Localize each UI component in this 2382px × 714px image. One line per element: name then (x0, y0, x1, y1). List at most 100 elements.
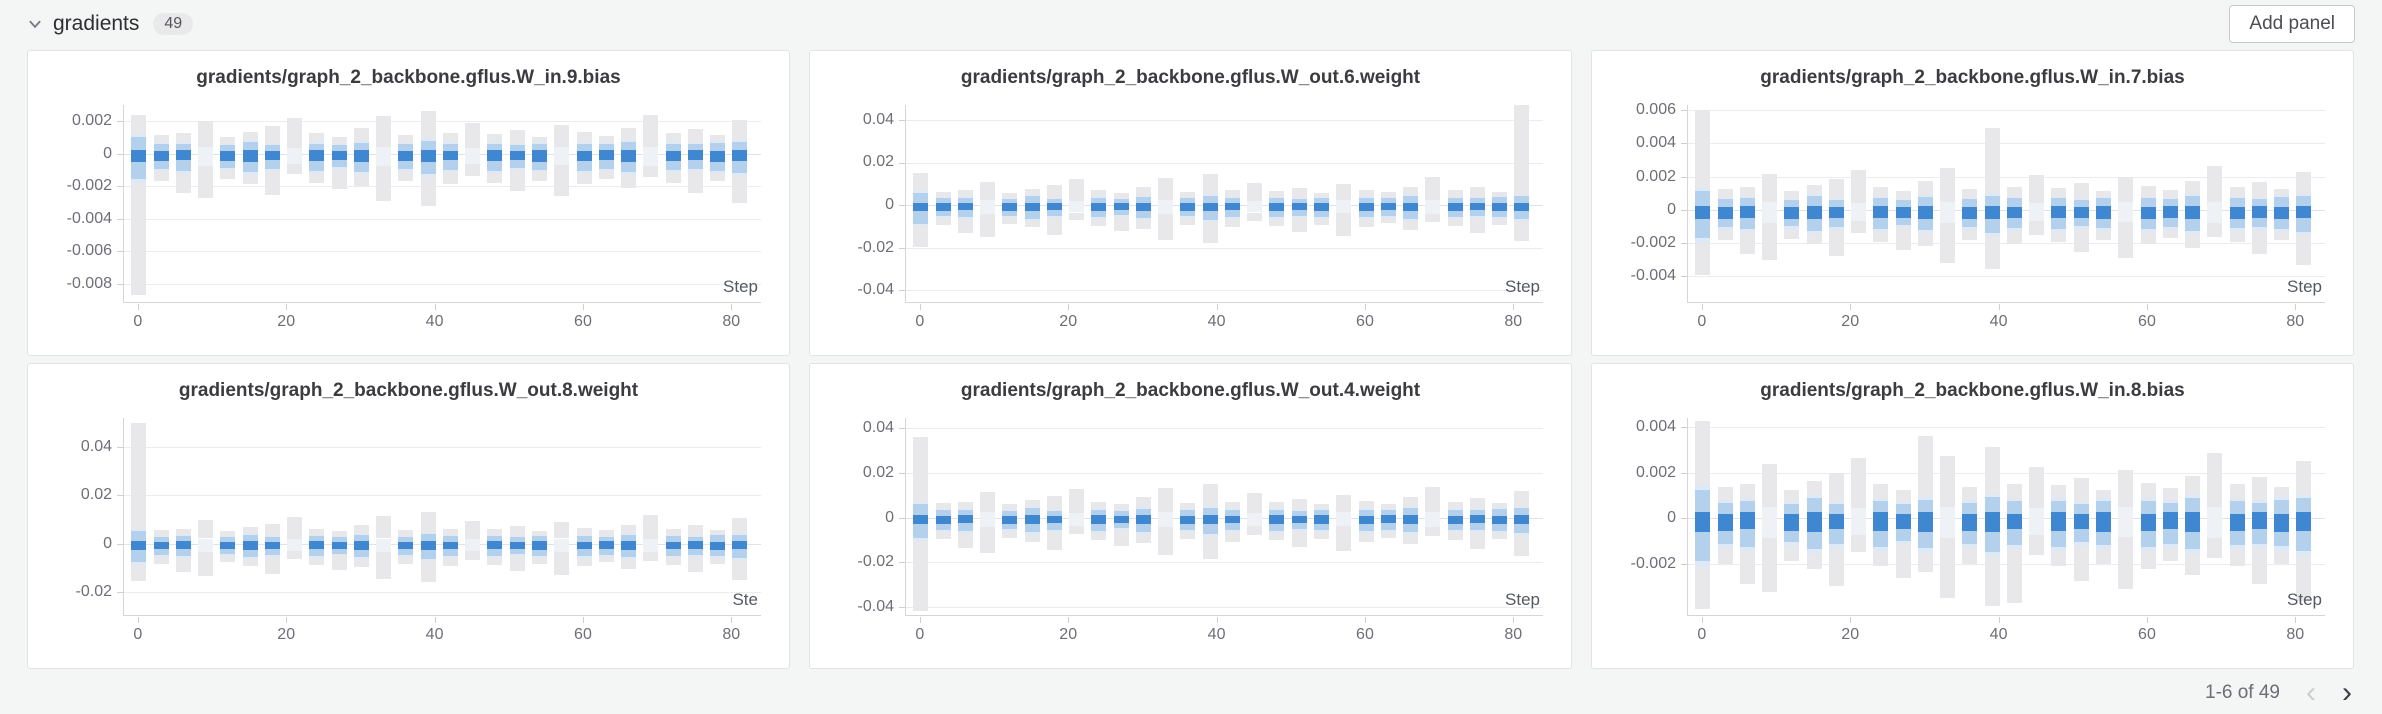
histogram-column-segment (2073, 183, 2089, 199)
plot-area[interactable]: Step (1687, 418, 2325, 616)
y-tick-label: 0.006 (1635, 100, 1676, 118)
histogram-column-segment (398, 171, 414, 181)
add-panel-button[interactable]: Add panel (2229, 5, 2355, 43)
chart-panel[interactable]: gradients/graph_2_backbone.gflus.W_out.4… (809, 363, 1572, 669)
y-tick-mark (117, 186, 123, 188)
y-tick-mark (899, 562, 905, 564)
chart-panel[interactable]: gradients/graph_2_backbone.gflus.W_out.6… (809, 50, 1572, 356)
x-tick-label: 0 (915, 313, 925, 330)
x-tick-label: 20 (1059, 626, 1078, 643)
histogram-column-segment (1851, 169, 1867, 204)
histogram-column-segment (1002, 203, 1018, 211)
histogram-column-segment (1291, 203, 1307, 210)
histogram-column-segment (980, 527, 996, 553)
histogram-column-segment (1873, 550, 1889, 567)
histogram-column-segment (2207, 452, 2223, 507)
y-tick-label: 0 (1667, 200, 1676, 218)
gridline (1688, 176, 2325, 178)
histogram-column-segment (665, 133, 681, 142)
histogram-column-segment (980, 213, 996, 238)
histogram-column-segment (621, 524, 636, 534)
histogram-column-segment (554, 551, 570, 575)
gridline (906, 562, 1543, 564)
y-tick-mark (1681, 176, 1687, 178)
x-tick-mark (583, 304, 584, 310)
histogram-column-segment (2162, 229, 2178, 239)
gridline (124, 251, 761, 253)
histogram-column-segment (1403, 186, 1418, 196)
histogram-column-segment (643, 165, 659, 178)
chart-panel[interactable]: gradients/graph_2_backbone.gflus.W_in.8.… (1591, 363, 2354, 669)
plot-area[interactable]: Step (1687, 105, 2325, 303)
y-tick-label: -0.004 (66, 209, 112, 227)
histogram-column-segment (1380, 192, 1396, 198)
chart-panel[interactable]: gradients/graph_2_backbone.gflus.W_out.8… (27, 363, 790, 669)
histogram-column-segment (1224, 218, 1240, 228)
plot-area[interactable]: Step (905, 105, 1543, 303)
histogram-column-segment (420, 150, 436, 163)
histogram-column-segment (1113, 504, 1129, 510)
histogram-column-segment (309, 558, 325, 565)
histogram-column-segment (287, 163, 303, 175)
chevron-down-icon (29, 20, 41, 29)
histogram-column-segment (131, 114, 147, 135)
histogram-column-segment (576, 527, 592, 535)
x-tick-label: 60 (2138, 313, 2156, 330)
gridline (906, 290, 1543, 292)
plot-area[interactable]: Ste (123, 418, 761, 616)
histogram-column-segment (1269, 514, 1285, 524)
histogram-column-segment (576, 132, 592, 142)
prev-page-button[interactable]: ‹ (2306, 675, 2316, 709)
histogram-column-segment (153, 151, 169, 162)
histogram-column-segment (1828, 207, 1844, 218)
histogram-column-segment (1469, 498, 1485, 510)
histogram-column-segment (1425, 486, 1441, 513)
histogram-column-segment (2029, 535, 2045, 556)
next-page-button[interactable]: › (2342, 675, 2352, 709)
chart-panel[interactable]: gradients/graph_2_backbone.gflus.W_in.7.… (1591, 50, 2354, 356)
x-tick-label: 20 (1059, 313, 1078, 330)
histogram-column-segment (264, 151, 280, 161)
histogram-column-segment (687, 150, 703, 161)
histogram-column-segment (913, 540, 929, 612)
histogram-column-segment (665, 528, 681, 535)
histogram-column-segment (1224, 203, 1240, 210)
plot-area[interactable]: Step (905, 418, 1543, 616)
chart-panel[interactable]: gradients/graph_2_backbone.gflus.W_in.9.… (27, 50, 790, 356)
histogram-column-segment (1447, 190, 1463, 197)
histogram-column-segment (1069, 512, 1085, 526)
histogram-column-segment (710, 134, 725, 141)
histogram-column-segment (957, 190, 973, 197)
histogram-column-segment (1739, 206, 1755, 218)
histogram-column-segment (2162, 488, 2178, 501)
histogram-column-segment (1135, 186, 1151, 196)
histogram-column-segment (442, 172, 458, 185)
histogram-column-segment (1739, 512, 1755, 530)
section-header: gradients 49 Add panel (0, 0, 2382, 48)
histogram-column-segment (1469, 187, 1485, 198)
histogram-column-segment (2118, 469, 2134, 507)
histogram-column-segment (309, 173, 325, 183)
x-tick-label: 40 (1989, 313, 2008, 330)
section-collapse-button[interactable] (27, 16, 43, 32)
histogram-column-segment (1024, 220, 1040, 228)
histogram-column-segment (1291, 515, 1307, 523)
histogram-column-segment (2073, 513, 2089, 530)
plot-area[interactable]: Step (123, 105, 761, 303)
histogram-column-segment (465, 521, 481, 540)
gridline (906, 517, 1543, 519)
histogram-column-segment (935, 502, 951, 510)
histogram-column-segment (957, 501, 973, 509)
histogram-column-segment (1135, 220, 1151, 229)
gridline (124, 447, 761, 448)
histogram-column-segment (710, 529, 725, 535)
histogram-column-segment (1313, 218, 1329, 225)
histogram-column-segment (1917, 206, 1933, 220)
histogram-column-segment (264, 171, 280, 195)
gridline (1688, 518, 2325, 520)
histogram-column-segment (1091, 202, 1107, 211)
histogram-column-segment (1291, 187, 1307, 198)
histogram-column-segment (1469, 531, 1485, 549)
histogram-column-segment (153, 529, 169, 536)
histogram-column-segment (1717, 229, 1733, 241)
